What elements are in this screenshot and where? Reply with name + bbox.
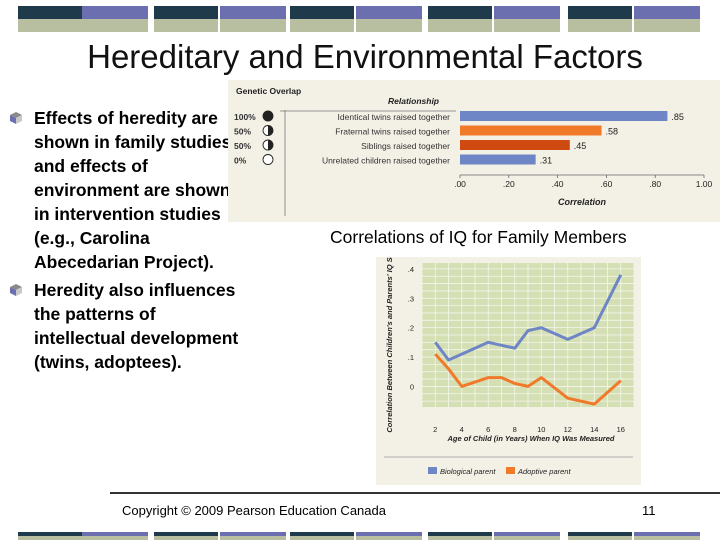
figure-caption: Correlations of IQ for Family Members — [330, 227, 627, 247]
decoration-segment-light — [634, 19, 700, 32]
decoration-segment-light — [494, 536, 560, 540]
decoration-segment-light — [18, 536, 82, 540]
overlap-fill-icon — [268, 140, 273, 150]
age-correlation-line-chart: Correlation Between Children's and Paren… — [384, 237, 635, 476]
bar-x-tick-label: 1.00 — [696, 179, 713, 189]
bar-value-label: .45 — [574, 141, 587, 151]
footer-divider — [110, 492, 720, 494]
bullet-list: Effects of heredity are shown in family … — [10, 106, 245, 378]
bullet-text: Heredity also influences the patterns of… — [34, 280, 239, 372]
relationship-header: Relationship — [388, 96, 439, 106]
age-correlation-figure: Correlation Between Children's and Paren… — [376, 237, 641, 485]
bar-value-label: .85 — [671, 112, 684, 122]
genetic-overlap-header: Genetic Overlap — [236, 86, 301, 96]
decoration-segment-light — [568, 19, 632, 32]
line-x-tick-label: 12 — [564, 425, 572, 434]
bar-value-label: .58 — [606, 127, 619, 137]
line-chart-x-label: Age of Child (in Years) When IQ Was Meas… — [447, 434, 615, 443]
decoration-segment-light — [220, 19, 286, 32]
bar-x-axis-label: Correlation — [558, 197, 607, 207]
bullet-icon — [10, 284, 22, 296]
line-x-tick-label: 2 — [433, 425, 437, 434]
decoration-segment-light — [290, 536, 354, 540]
decoration-segment-light — [568, 536, 632, 540]
series-line — [434, 274, 623, 362]
decoration-segment-light — [82, 536, 148, 540]
relationship-label: Unrelated children raised together — [322, 156, 450, 166]
copyright-text: Copyright © 2009 Pearson Education Canad… — [122, 503, 386, 518]
line-y-tick-label: 0 — [410, 382, 414, 391]
page-number: 11 — [642, 503, 656, 518]
relationship-label: Fraternal twins raised together — [335, 127, 450, 137]
bullet-text: Effects of heredity are shown in family … — [34, 108, 232, 272]
overlap-percent-label: 100% — [234, 112, 256, 122]
correlation-bar — [460, 140, 570, 150]
bullet-item: Effects of heredity are shown in family … — [10, 106, 245, 274]
overlap-fill-icon — [268, 125, 273, 136]
overlap-fill-icon — [263, 111, 273, 121]
line-y-tick-label: .3 — [408, 294, 414, 303]
decoration-segment-light — [428, 19, 492, 32]
decoration-segment-light — [356, 536, 422, 540]
bar-x-tick-label: .00 — [454, 179, 466, 189]
line-x-tick-label: 8 — [513, 425, 517, 434]
decoration-segment-light — [428, 536, 492, 540]
bar-x-tick-label: .40 — [552, 179, 564, 189]
line-x-tick-label: 6 — [486, 425, 490, 434]
line-x-tick-label: 10 — [537, 425, 545, 434]
correlation-bar — [460, 154, 536, 165]
line-y-tick-label: .1 — [408, 353, 414, 362]
decoration-segment-light — [634, 536, 700, 540]
legend-label: Biological parent — [440, 467, 496, 476]
bar-x-tick-label: .80 — [649, 179, 661, 189]
bottom-decoration-bar — [0, 532, 720, 540]
line-x-tick-label: 4 — [460, 425, 464, 434]
relationship-label: Siblings raised together — [361, 141, 450, 151]
bar-x-tick-label: .60 — [600, 179, 612, 189]
line-y-tick-label: .4 — [408, 265, 414, 274]
bullet-item: Heredity also influences the patterns of… — [10, 278, 245, 374]
decoration-segment-light — [356, 19, 422, 32]
family-correlation-figure: Genetic Overlap Relationship 100% Identic… — [228, 80, 720, 222]
decoration-segment-light — [154, 536, 218, 540]
series-line — [434, 353, 622, 406]
family-correlation-bar-chart: Genetic Overlap Relationship 100% Identic… — [234, 86, 713, 216]
overlap-percent-label: 50% — [234, 141, 251, 151]
decoration-segment-light — [154, 19, 218, 32]
decoration-segment-light — [18, 19, 82, 32]
overlap-percent-label: 0% — [234, 156, 247, 166]
line-x-tick-label: 14 — [590, 425, 598, 434]
line-y-tick-label: .2 — [408, 324, 414, 333]
bar-x-tick-label: .20 — [503, 179, 515, 189]
line-chart-y-label: Correlation Between Children's and Paren… — [385, 257, 394, 433]
overlap-circle-icon — [262, 154, 274, 165]
decoration-segment-light — [494, 19, 560, 32]
relationship-label: Identical twins raised together — [338, 112, 451, 122]
correlation-bar — [460, 125, 602, 136]
overlap-percent-label: 50% — [234, 127, 251, 137]
legend-label: Adoptive parent — [517, 467, 571, 476]
decoration-segment-light — [220, 536, 286, 540]
legend-swatch — [506, 467, 515, 474]
bullet-icon — [10, 112, 22, 124]
slide-title: Hereditary and Environmental Factors — [87, 38, 643, 75]
correlation-bar — [460, 111, 668, 121]
line-x-tick-label: 16 — [617, 425, 625, 434]
top-decoration-bar — [0, 6, 720, 32]
decoration-segment-light — [82, 19, 148, 32]
legend-swatch — [428, 467, 437, 474]
bar-value-label: .31 — [540, 156, 553, 166]
decoration-segment-light — [290, 19, 354, 32]
